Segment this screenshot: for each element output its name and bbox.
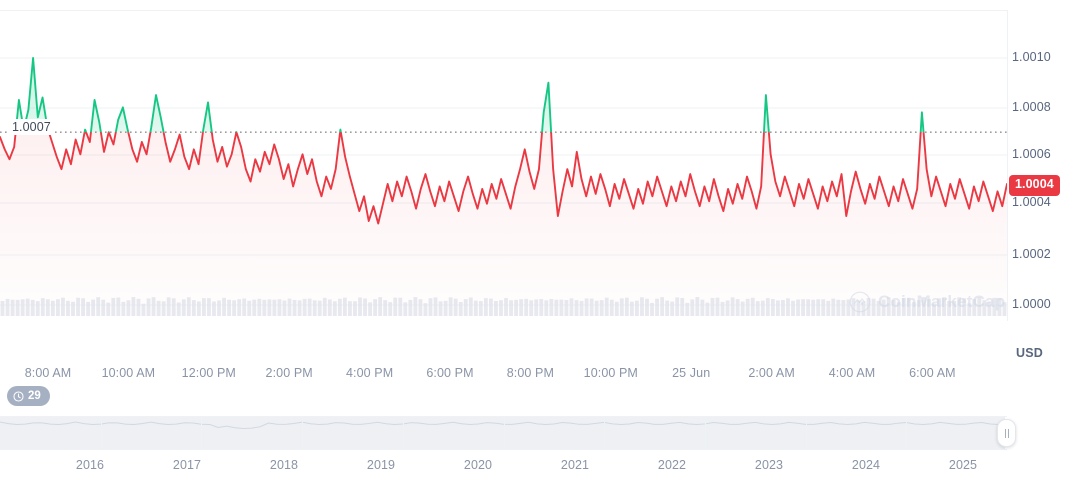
navigator-year-tick: 2023 [754,458,784,472]
navigator-divider [100,417,102,449]
countdown-value: 29 [28,390,41,402]
x-axis-tick: 10:00 AM [101,366,156,380]
y-axis-tick: 1.0008 [1012,100,1051,114]
chart-series-svg[interactable] [0,0,1072,340]
navigator-divider [402,417,404,449]
navigator-year-axis: 2016 2017 2018 2019 2020 2021 2022 2023 2024 2025 [0,458,1007,476]
navigator-year-tick: 2025 [948,458,978,472]
y-axis-tick: 1.0010 [1012,50,1051,64]
reference-line-label: 1.0007 [8,119,55,135]
y-axis-tick: 1.0000 [1012,297,1051,311]
clock-icon [13,390,24,402]
navigator-year-tick: 2019 [366,458,396,472]
x-axis-tick: 10:00 PM [583,366,638,380]
x-axis-tick: 25 Jun [672,366,711,380]
navigator-divider [604,417,606,449]
y-axis-tick: 1.0002 [1012,247,1051,261]
navigator-year-tick: 2020 [463,458,493,472]
navigator-year-tick: 2024 [851,458,881,472]
range-selector-right-handle[interactable] [997,419,1016,447]
range-selector[interactable] [0,416,1007,450]
x-axis: 8:00 AM 10:00 AM 12:00 PM 2:00 PM 4:00 PM 6:0… [0,366,1007,386]
currency-label: USD [1016,346,1043,360]
navigator-year-tick: 2022 [657,458,687,472]
x-axis-tick: 4:00 PM [345,366,394,380]
x-axis-tick: 8:00 AM [24,366,72,380]
navigator-year-tick: 2021 [560,458,590,472]
x-axis-tick: 6:00 PM [426,366,474,380]
navigator-divider [805,417,807,449]
x-axis-tick: 2:00 AM [748,366,795,380]
navigator-year-tick: 2017 [172,458,202,472]
navigator-year-tick: 2016 [75,458,105,472]
current-price-badge: 1.0004 [1009,175,1060,196]
x-axis-tick: 2:00 PM [265,366,313,380]
y-axis-tick: 1.0006 [1012,147,1051,161]
x-axis-tick: 6:00 AM [909,366,956,380]
chart-plot-area[interactable] [0,10,1008,321]
refresh-countdown-badge[interactable]: 29 [7,386,50,406]
y-axis: 1.0010 1.0008 1.0006 1.0004 1.0002 1.0000 [1012,0,1072,330]
navigator-divider [906,417,908,449]
navigator-divider [704,417,706,449]
x-axis-tick: 8:00 PM [506,366,555,380]
navigator-divider [302,417,304,449]
y-axis-tick: 1.0004 [1012,195,1051,209]
handle-grip-line [1004,428,1006,438]
handle-grip-line [1007,428,1009,438]
navigator-year-tick: 2018 [269,458,299,472]
watermark-text: CoinMarketCap [878,292,1006,311]
range-selector-selection[interactable] [0,417,1005,449]
coinmarketcap-logo-icon [849,291,871,313]
x-axis-tick: 12:00 PM [181,366,236,380]
x-axis-tick: 4:00 AM [828,366,876,380]
navigator-divider [503,417,505,449]
coinmarketcap-watermark: CoinMarketCap [849,291,1005,313]
navigator-divider [201,417,203,449]
